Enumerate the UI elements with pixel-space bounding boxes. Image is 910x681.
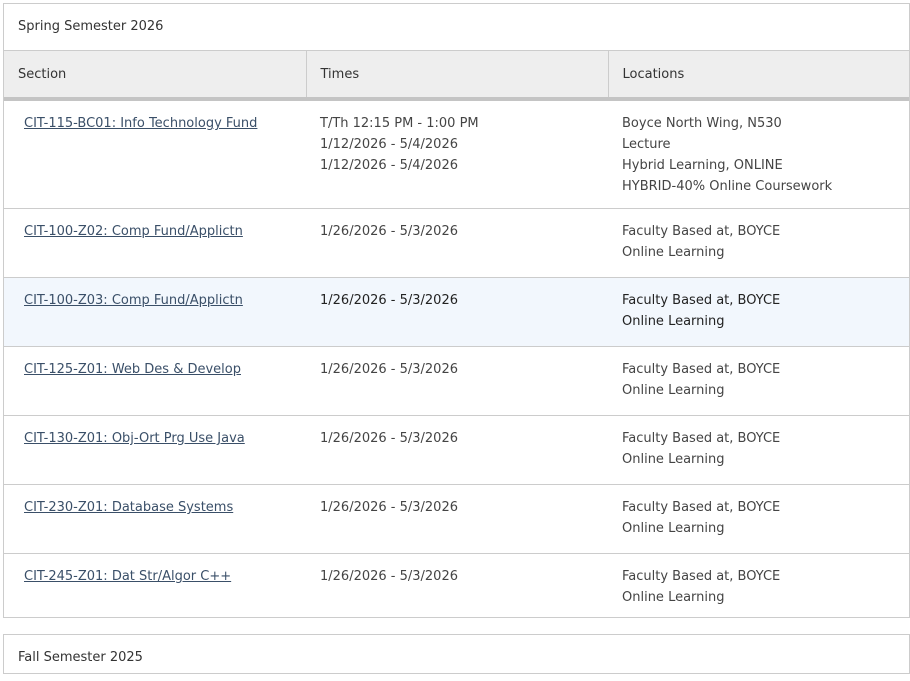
- section-cell: CIT-130-Z01: Obj-Ort Prg Use Java: [4, 415, 306, 485]
- times-line: T/Th 12:15 PM - 1:00 PM: [320, 116, 479, 131]
- table-row: CIT-115-BC01: Info Technology Fund T/Th 1…: [4, 99, 909, 209]
- times-cell: T/Th 12:15 PM - 1:00 PM 1/12/2026 - 5/4/2…: [306, 99, 608, 209]
- section-cell: CIT-230-Z01: Database Systems: [4, 484, 306, 554]
- section-cell: CIT-100-Z02: Comp Fund/Applictn: [4, 208, 306, 278]
- locations-line: Faculty Based at, BOYCE: [622, 362, 781, 377]
- locations-line: Online Learning: [622, 590, 725, 605]
- locations-cell: Boyce North Wing, N530 Lecture Hybrid Lear…: [608, 99, 909, 209]
- locations-line: Lecture: [622, 137, 671, 152]
- locations-line: Hybrid Learning, ONLINE: [622, 158, 783, 173]
- times-line: 1/26/2026 - 5/3/2026: [320, 431, 458, 446]
- times-cell: 1/26/2026 - 5/3/2026: [306, 484, 608, 554]
- section-cell: CIT-100-Z03: Comp Fund/Applictn: [4, 277, 306, 347]
- table-row: CIT-100-Z03: Comp Fund/Applictn 1/26/2026…: [4, 277, 909, 347]
- times-line: 1/12/2026 - 5/4/2026: [320, 158, 458, 173]
- locations-cell: Faculty Based at, BOYCE Online Learning: [608, 415, 909, 485]
- times-line: 1/26/2026 - 5/3/2026: [320, 362, 458, 377]
- locations-line: Online Learning: [622, 245, 725, 260]
- times-line: 1/26/2026 - 5/3/2026: [320, 293, 458, 308]
- times-line: 1/12/2026 - 5/4/2026: [320, 137, 458, 152]
- column-header-section: Section: [4, 51, 307, 101]
- locations-cell: Faculty Based at, BOYCE Online Learning: [608, 484, 909, 554]
- locations-line: Online Learning: [622, 521, 725, 536]
- section-cell: CIT-115-BC01: Info Technology Fund: [4, 99, 306, 209]
- section-link[interactable]: CIT-100-Z03: Comp Fund/Applictn: [24, 293, 243, 308]
- table-row: CIT-125-Z01: Web Des & Develop 1/26/2026 …: [4, 346, 909, 416]
- locations-line: Boyce North Wing, N530: [622, 116, 782, 131]
- section-cell: CIT-245-Z01: Dat Str/Algor C++: [4, 554, 306, 623]
- locations-line: Faculty Based at, BOYCE: [622, 431, 781, 446]
- table-row: CIT-100-Z02: Comp Fund/Applictn 1/26/2026…: [4, 208, 909, 278]
- locations-cell: Faculty Based at, BOYCE Online Learning: [608, 554, 909, 623]
- spring-semester-panel: Spring Semester 2026 Section Times Locat…: [3, 3, 910, 618]
- locations-line: Faculty Based at, BOYCE: [622, 224, 781, 239]
- section-link[interactable]: CIT-115-BC01: Info Technology Fund: [24, 116, 258, 131]
- locations-cell: Faculty Based at, BOYCE Online Learning: [608, 277, 909, 347]
- section-cell: CIT-125-Z01: Web Des & Develop: [4, 346, 306, 416]
- section-link[interactable]: CIT-245-Z01: Dat Str/Algor C++: [24, 569, 232, 584]
- locations-line: Online Learning: [622, 314, 725, 329]
- column-header-times: Times: [306, 51, 609, 101]
- times-cell: 1/26/2026 - 5/3/2026: [306, 554, 608, 623]
- times-line: 1/26/2026 - 5/3/2026: [320, 500, 458, 515]
- table-row: CIT-130-Z01: Obj-Ort Prg Use Java 1/26/20…: [4, 415, 909, 485]
- times-cell: 1/26/2026 - 5/3/2026: [306, 415, 608, 485]
- locations-line: HYBRID-40% Online Coursework: [622, 179, 833, 194]
- table-row: CIT-245-Z01: Dat Str/Algor C++ 1/26/2026 …: [4, 554, 909, 623]
- locations-cell: Faculty Based at, BOYCE Online Learning: [608, 208, 909, 278]
- table-row: CIT-230-Z01: Database Systems 1/26/2026 -…: [4, 484, 909, 554]
- locations-line: Faculty Based at, BOYCE: [622, 293, 781, 308]
- times-cell: 1/26/2026 - 5/3/2026: [306, 277, 608, 347]
- locations-line: Faculty Based at, BOYCE: [622, 500, 781, 515]
- section-link[interactable]: CIT-230-Z01: Database Systems: [24, 500, 234, 515]
- semester-title: Spring Semester 2026: [4, 4, 909, 51]
- locations-cell: Faculty Based at, BOYCE Online Learning: [608, 346, 909, 416]
- semester-title: Fall Semester 2025: [18, 650, 143, 665]
- sections-table: Section Times Locations CIT-115-BC01: In…: [4, 51, 909, 623]
- locations-line: Online Learning: [622, 383, 725, 398]
- fall-semester-panel: Fall Semester 2025: [3, 634, 910, 674]
- section-link[interactable]: CIT-130-Z01: Obj-Ort Prg Use Java: [24, 431, 245, 446]
- locations-line: Online Learning: [622, 452, 725, 467]
- times-cell: 1/26/2026 - 5/3/2026: [306, 208, 608, 278]
- locations-line: Faculty Based at, BOYCE: [622, 569, 781, 584]
- times-line: 1/26/2026 - 5/3/2026: [320, 224, 458, 239]
- column-header-locations: Locations: [608, 51, 909, 101]
- section-link[interactable]: CIT-125-Z01: Web Des & Develop: [24, 362, 241, 377]
- times-line: 1/26/2026 - 5/3/2026: [320, 569, 458, 584]
- times-cell: 1/26/2026 - 5/3/2026: [306, 346, 608, 416]
- section-link[interactable]: CIT-100-Z02: Comp Fund/Applictn: [24, 224, 243, 239]
